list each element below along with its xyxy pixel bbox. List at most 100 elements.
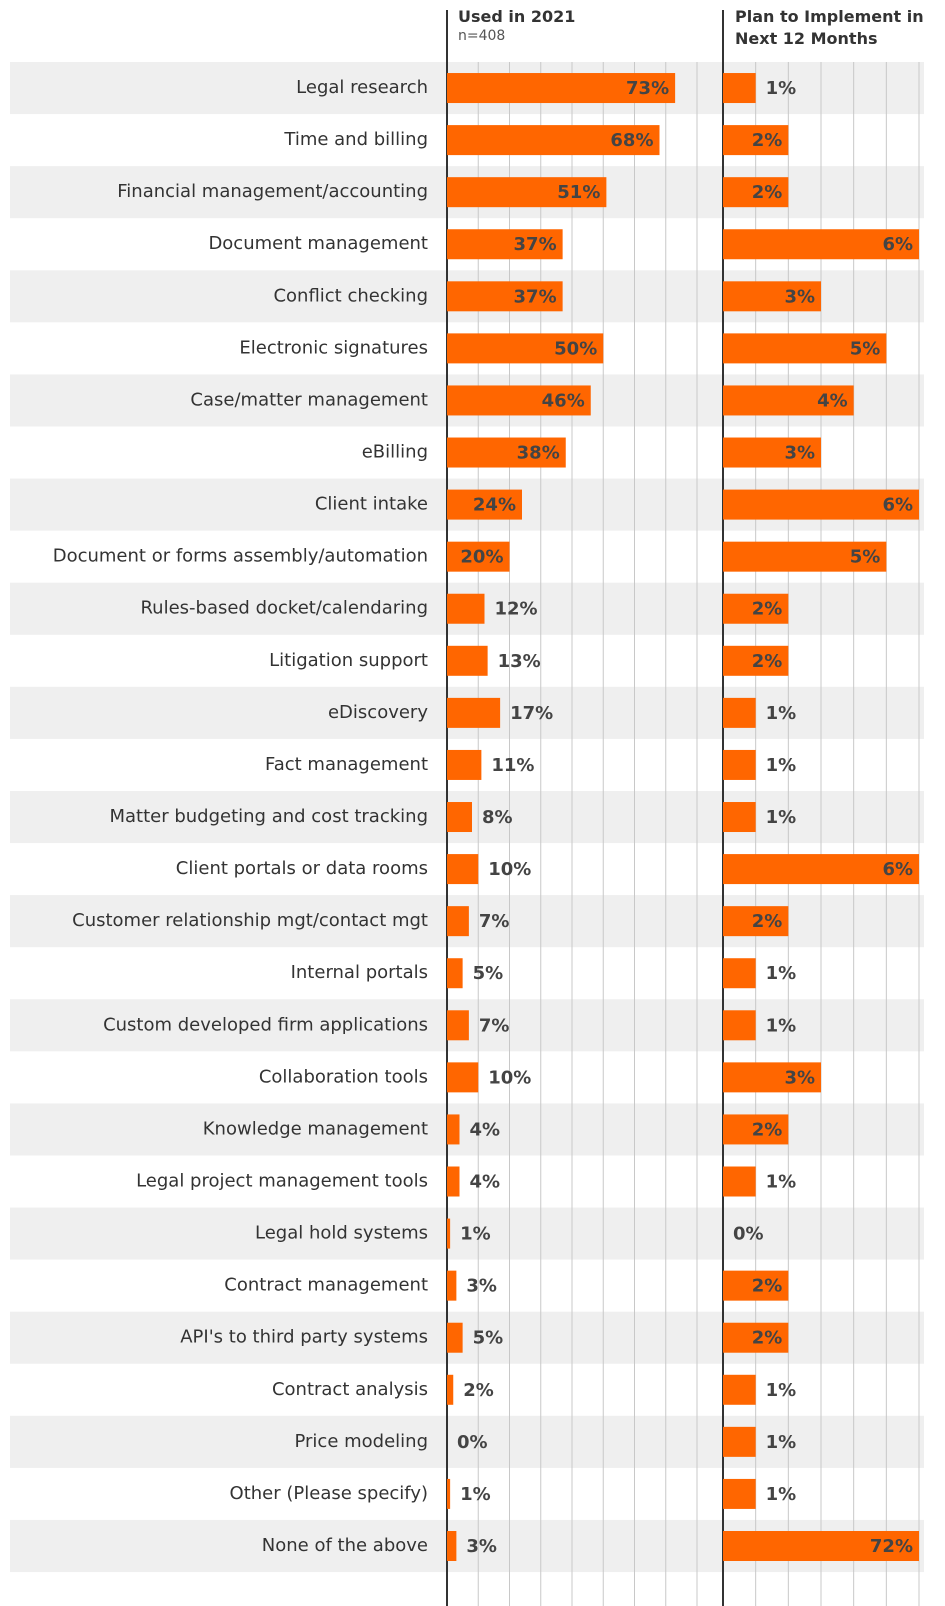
bar — [447, 1010, 469, 1041]
value-label: 5% — [473, 1328, 504, 1349]
value-label: 1% — [460, 1484, 491, 1505]
value-label: 17% — [510, 703, 553, 724]
value-label: 2% — [463, 1380, 494, 1401]
category-label: Legal hold systems — [255, 1223, 428, 1244]
bar — [723, 333, 887, 364]
bar — [447, 281, 563, 312]
bar — [447, 333, 604, 364]
value-label: 1% — [766, 1432, 797, 1453]
category-label: Custom developed firm applications — [103, 1014, 428, 1035]
value-label: 6% — [882, 495, 913, 516]
bar — [723, 645, 789, 676]
bar — [723, 541, 887, 572]
category-label: Conflict checking — [273, 285, 428, 306]
row-band — [10, 1415, 924, 1468]
category-label: Document or forms assembly/automation — [53, 546, 428, 567]
category-label: Financial management/accounting — [117, 181, 428, 202]
bar — [723, 1374, 756, 1405]
value-label: 1% — [766, 755, 797, 776]
bar — [447, 1166, 460, 1197]
value-label: 2% — [752, 1328, 783, 1349]
bar — [723, 73, 756, 104]
category-label: Document management — [208, 233, 428, 254]
series-name: Plan to Implement in Next 12 Months — [735, 7, 924, 48]
category-label: Rules-based docket/calendaring — [140, 598, 428, 619]
value-label: 11% — [491, 755, 534, 776]
value-label: 20% — [460, 547, 503, 568]
bar — [723, 1270, 789, 1301]
category-label: Legal project management tools — [136, 1171, 428, 1192]
bar — [723, 802, 756, 833]
value-label: 10% — [488, 1067, 531, 1088]
bar — [723, 906, 789, 937]
bar — [447, 437, 566, 468]
value-label: 3% — [784, 1067, 815, 1088]
value-label: 7% — [479, 911, 510, 932]
value-label: 5% — [850, 547, 881, 568]
bar — [447, 697, 501, 728]
bar — [723, 1062, 821, 1093]
subtitle: n=408 — [458, 28, 506, 44]
category-label: Time and billing — [283, 129, 428, 150]
bar — [447, 645, 488, 676]
bar — [447, 1062, 479, 1093]
panel-header: Plan to Implement in Next 12 Months — [735, 7, 924, 48]
value-label: 5% — [850, 338, 881, 359]
value-label: 10% — [488, 859, 531, 880]
bar — [723, 1166, 756, 1197]
bar-group — [447, 73, 676, 1561]
value-label: 73% — [626, 78, 669, 99]
bar — [723, 1478, 756, 1509]
value-label: 2% — [752, 911, 783, 932]
value-label: 2% — [752, 651, 783, 672]
bar — [447, 593, 485, 624]
bar — [723, 749, 756, 780]
value-label: 4% — [470, 1119, 501, 1140]
category-label: Fact management — [265, 754, 428, 775]
value-label: 7% — [479, 1015, 510, 1036]
bar — [447, 489, 522, 520]
bar — [447, 749, 482, 780]
category-label: Contract analysis — [272, 1379, 428, 1400]
bar — [447, 1478, 451, 1509]
value-label: 4% — [470, 1172, 501, 1193]
value-label: 6% — [882, 234, 913, 255]
category-label: Client portals or data rooms — [176, 858, 428, 879]
value-label: 50% — [554, 338, 597, 359]
category-label: Litigation support — [269, 650, 428, 671]
bar — [447, 541, 510, 572]
row-band — [10, 1207, 924, 1260]
value-label: 2% — [752, 130, 783, 151]
bar — [447, 1218, 451, 1249]
value-label: 1% — [766, 703, 797, 724]
panel-header: Used in 2021 n=408 — [458, 7, 575, 44]
bar — [447, 229, 563, 260]
bar — [447, 1114, 460, 1145]
value-label: 1% — [766, 807, 797, 828]
bar — [723, 281, 821, 312]
bar — [723, 1426, 756, 1457]
bar-group — [723, 73, 919, 1561]
value-label: 37% — [514, 234, 557, 255]
value-label: 4% — [817, 390, 848, 411]
value-label: 1% — [766, 1015, 797, 1036]
bar — [723, 697, 756, 728]
value-label: 1% — [766, 963, 797, 984]
bar — [447, 125, 660, 156]
value-label: 0% — [457, 1432, 488, 1453]
value-label: 38% — [517, 443, 560, 464]
category-label: API's to third party systems — [180, 1327, 428, 1348]
bar — [447, 854, 479, 885]
value-label: 68% — [610, 130, 653, 151]
value-label: 3% — [784, 286, 815, 307]
bar — [447, 1530, 457, 1561]
value-label: 2% — [752, 182, 783, 203]
value-label: 1% — [766, 78, 797, 99]
value-label: 3% — [466, 1276, 497, 1297]
value-label: 46% — [542, 390, 585, 411]
bar — [447, 1270, 457, 1301]
bar — [447, 177, 607, 208]
bar — [723, 1322, 789, 1353]
bar — [723, 1114, 789, 1145]
category-label: None of the above — [262, 1535, 428, 1556]
